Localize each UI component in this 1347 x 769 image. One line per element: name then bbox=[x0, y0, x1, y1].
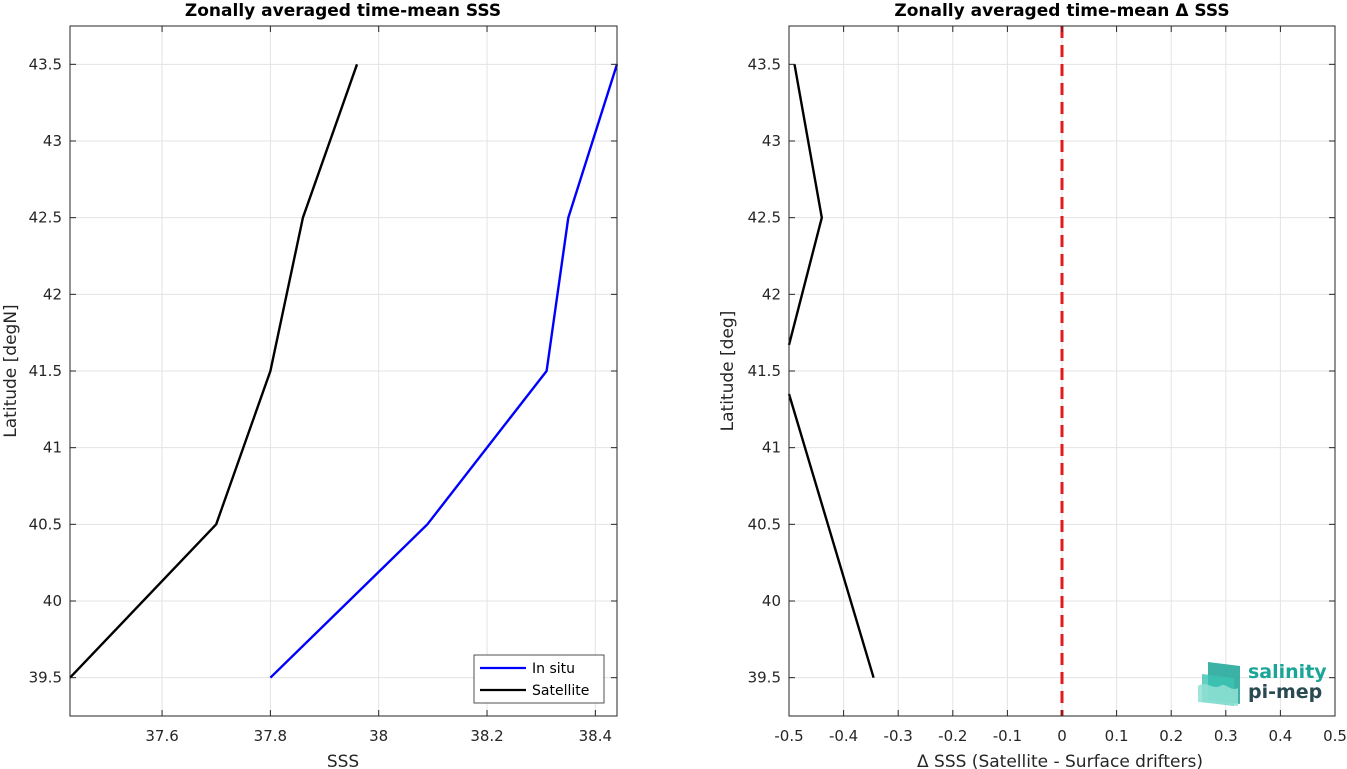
y-tick-label: 40 bbox=[762, 592, 781, 610]
y-tick-label: 43.5 bbox=[748, 55, 781, 73]
x-tick-label: 37.8 bbox=[254, 727, 287, 745]
delta-sss-series-line bbox=[787, 393, 875, 679]
x-tick-label: -0.1 bbox=[993, 727, 1022, 745]
x-tick-label: -0.5 bbox=[774, 727, 803, 745]
y-tick-label: 41 bbox=[762, 439, 781, 457]
left-y-ticks: 39.5 40 40.5 41 41.5 42 42.5 43 43.5 bbox=[29, 55, 617, 687]
right-chart-title: Zonally averaged time-mean Δ SSS bbox=[894, 1, 1229, 21]
y-tick-label: 39.5 bbox=[29, 669, 62, 687]
y-tick-label: 42.5 bbox=[29, 209, 62, 227]
x-tick-label: 37.6 bbox=[145, 727, 178, 745]
x-tick-label: 0.3 bbox=[1214, 727, 1238, 745]
legend-in-situ-label: In situ bbox=[532, 661, 575, 677]
legend-box bbox=[473, 654, 605, 704]
left-series-group bbox=[69, 63, 619, 679]
logo-line1: salinity bbox=[1248, 661, 1327, 683]
left-grid bbox=[70, 26, 617, 716]
x-tick-label: 0.1 bbox=[1105, 727, 1129, 745]
satellite-series-line bbox=[69, 63, 359, 679]
right-y-ticks: 39.5 40 40.5 41 41.5 42 42.5 43 43.5 bbox=[748, 55, 1335, 687]
y-tick-label: 43 bbox=[43, 132, 62, 150]
y-tick-label: 42 bbox=[762, 285, 781, 303]
right-y-axis-label: Latitude [deg] bbox=[718, 311, 738, 432]
delta-sss-series-line bbox=[787, 64, 823, 346]
right-chart-panel: -0.5 -0.4 -0.3 -0.2 -0.1 0 0.1 0.2 0.3 0.4 0.5 39.… bbox=[718, 1, 1347, 769]
legend-satellite-label: Satellite bbox=[532, 683, 589, 699]
x-tick-label: 0.4 bbox=[1268, 727, 1292, 745]
y-tick-label: 40.5 bbox=[748, 515, 781, 533]
x-tick-label: 0.5 bbox=[1323, 727, 1347, 745]
y-tick-label: 39.5 bbox=[748, 669, 781, 687]
x-tick-label: 0 bbox=[1057, 727, 1067, 745]
x-tick-label: 38.2 bbox=[470, 727, 503, 745]
y-tick-label: 40.5 bbox=[29, 515, 62, 533]
y-tick-label: 41.5 bbox=[29, 362, 62, 380]
left-chart-panel: 37.6 37.8 38 38.2 38.4 39.5 40 40.5 41 41.5 42 42.… bbox=[1, 1, 619, 769]
y-tick-label: 41 bbox=[43, 439, 62, 457]
salinity-pi-mep-logo: salinity pi-mep bbox=[1198, 661, 1327, 706]
y-tick-label: 43.5 bbox=[29, 55, 62, 73]
in-situ-series-line bbox=[269, 63, 619, 679]
x-tick-label: 38 bbox=[369, 727, 388, 745]
x-tick-label: 0.2 bbox=[1159, 727, 1183, 745]
left-x-ticks: 37.6 37.8 38 38.2 38.4 bbox=[145, 26, 612, 745]
y-tick-label: 42 bbox=[43, 285, 62, 303]
y-tick-label: 41.5 bbox=[748, 362, 781, 380]
right-series-group bbox=[787, 26, 1064, 716]
logo-wave-icon bbox=[1198, 662, 1240, 706]
left-x-axis-label: SSS bbox=[327, 752, 359, 769]
left-chart-title: Zonally averaged time-mean SSS bbox=[185, 1, 501, 21]
y-tick-label: 40 bbox=[43, 592, 62, 610]
y-tick-label: 43 bbox=[762, 132, 781, 150]
y-tick-label: 42.5 bbox=[748, 209, 781, 227]
right-x-ticks: -0.5 -0.4 -0.3 -0.2 -0.1 0 0.1 0.2 0.3 0.4 0.5 bbox=[774, 26, 1347, 745]
x-tick-label: -0.4 bbox=[829, 727, 858, 745]
right-x-axis-label: Δ SSS (Satellite - Surface drifters) bbox=[917, 752, 1203, 769]
logo-line2: pi-mep bbox=[1248, 681, 1322, 703]
legend: In situ Satellite bbox=[473, 654, 605, 704]
x-tick-label: 38.4 bbox=[579, 727, 612, 745]
left-y-axis-label: Latitude [degN] bbox=[1, 304, 21, 437]
x-tick-label: -0.3 bbox=[884, 727, 913, 745]
x-tick-label: -0.2 bbox=[938, 727, 967, 745]
